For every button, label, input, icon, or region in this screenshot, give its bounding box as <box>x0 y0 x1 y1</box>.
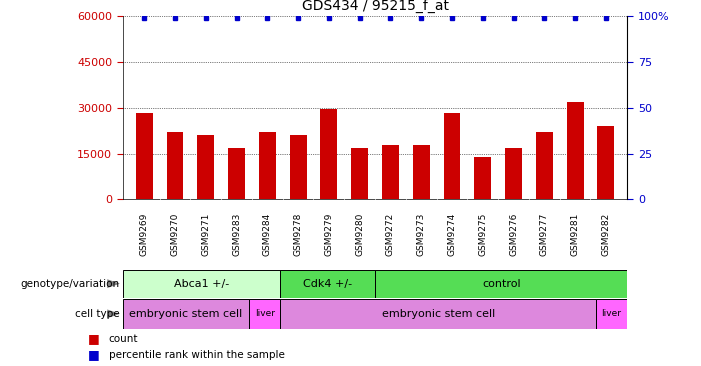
Text: GSM9269: GSM9269 <box>139 213 149 256</box>
Text: GSM9274: GSM9274 <box>447 213 456 256</box>
Bar <box>249 299 280 329</box>
Bar <box>413 145 430 199</box>
Bar <box>259 132 275 199</box>
Text: ■: ■ <box>88 332 100 345</box>
Bar <box>197 135 215 199</box>
Bar <box>596 299 627 329</box>
Text: control: control <box>482 279 521 289</box>
Bar <box>123 299 249 329</box>
Bar <box>536 132 553 199</box>
Text: GSM9281: GSM9281 <box>571 213 580 256</box>
Bar <box>444 113 461 199</box>
Text: GSM9272: GSM9272 <box>386 213 395 256</box>
Text: GSM9276: GSM9276 <box>509 213 518 256</box>
Bar <box>351 147 368 199</box>
Bar <box>566 102 583 199</box>
Text: Cdk4 +/-: Cdk4 +/- <box>303 279 353 289</box>
Text: percentile rank within the sample: percentile rank within the sample <box>109 350 285 360</box>
Bar <box>280 299 596 329</box>
Bar <box>290 135 306 199</box>
Text: GSM9271: GSM9271 <box>201 213 210 256</box>
Bar <box>597 126 614 199</box>
Text: genotype/variation: genotype/variation <box>20 279 119 289</box>
Bar <box>228 147 245 199</box>
Bar <box>167 132 184 199</box>
Text: embryonic stem cell: embryonic stem cell <box>129 309 243 319</box>
Bar <box>382 145 399 199</box>
Text: GSM9277: GSM9277 <box>540 213 549 256</box>
Text: GSM9282: GSM9282 <box>601 213 611 256</box>
Text: embryonic stem cell: embryonic stem cell <box>381 309 495 319</box>
Text: GSM9279: GSM9279 <box>325 213 334 256</box>
Text: GSM9278: GSM9278 <box>294 213 303 256</box>
Text: GSM9283: GSM9283 <box>232 213 241 256</box>
Bar <box>505 147 522 199</box>
Text: GSM9280: GSM9280 <box>355 213 364 256</box>
Bar <box>375 270 627 298</box>
Bar <box>280 270 375 298</box>
Text: GSM9270: GSM9270 <box>170 213 179 256</box>
Text: cell type: cell type <box>74 309 119 319</box>
Text: count: count <box>109 333 138 344</box>
Text: GSM9275: GSM9275 <box>478 213 487 256</box>
Polygon shape <box>107 279 120 288</box>
Bar <box>320 109 337 199</box>
Polygon shape <box>107 310 120 318</box>
Text: GSM9273: GSM9273 <box>416 213 426 256</box>
Title: GDS434 / 95215_f_at: GDS434 / 95215_f_at <box>301 0 449 13</box>
Bar <box>123 270 280 298</box>
Bar <box>136 113 153 199</box>
Text: Abca1 +/-: Abca1 +/- <box>174 279 229 289</box>
Bar <box>475 157 491 199</box>
Text: liver: liver <box>601 309 622 318</box>
Text: ■: ■ <box>88 348 100 362</box>
Text: liver: liver <box>254 309 275 318</box>
Text: GSM9284: GSM9284 <box>263 213 272 256</box>
